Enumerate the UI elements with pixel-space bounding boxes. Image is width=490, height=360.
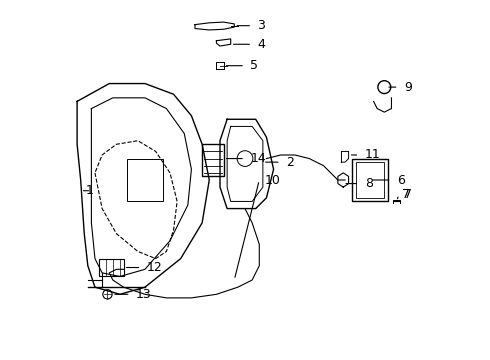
Text: 8: 8 xyxy=(365,177,373,190)
Text: 5: 5 xyxy=(250,59,258,72)
Text: 14: 14 xyxy=(250,152,266,165)
Text: 9: 9 xyxy=(404,81,412,94)
Bar xyxy=(352,158,388,202)
Text: 11: 11 xyxy=(365,148,380,162)
Text: 7: 7 xyxy=(404,188,412,201)
Bar xyxy=(98,258,123,276)
Text: 3: 3 xyxy=(258,19,266,32)
Text: 7: 7 xyxy=(402,188,410,201)
Text: 4: 4 xyxy=(258,38,266,51)
Text: 2: 2 xyxy=(286,156,294,168)
Bar xyxy=(356,162,384,198)
Text: 6: 6 xyxy=(397,174,405,186)
Bar xyxy=(202,144,223,176)
Text: 12: 12 xyxy=(147,261,163,274)
Text: 1: 1 xyxy=(86,184,94,197)
Text: 13: 13 xyxy=(136,288,152,301)
Bar xyxy=(127,158,163,202)
Text: 10: 10 xyxy=(265,174,280,186)
